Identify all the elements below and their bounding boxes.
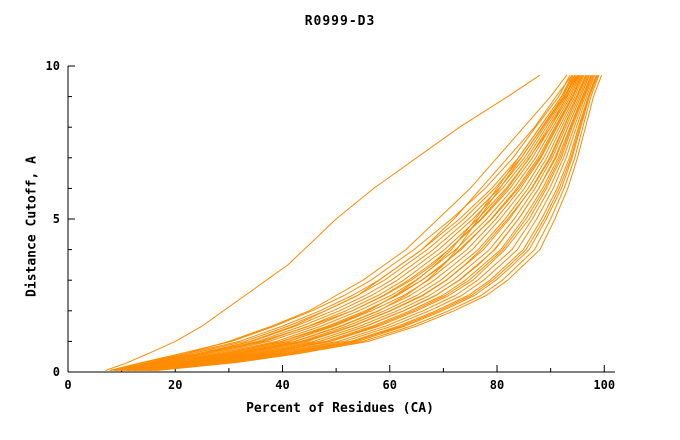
data-curve [143,75,593,371]
data-curve [132,74,578,371]
data-curve [115,74,576,371]
data-curve [149,75,597,371]
data-curve [132,75,586,371]
data-curve [137,75,590,371]
x-tick-label: 100 [593,378,615,392]
data-curve [138,75,590,371]
data-curve [128,74,584,371]
data-curve [151,75,599,371]
data-curve [145,75,594,371]
data-curve [119,74,578,371]
y-tick-label: 5 [53,212,60,226]
data-curve [147,75,596,371]
data-curve [121,74,580,371]
x-tick-label: 20 [168,378,182,392]
y-tick-label: 10 [46,59,60,73]
data-curve [142,75,592,371]
data-curve [117,74,577,371]
data-curve [156,75,603,371]
data-curve [148,75,598,371]
x-tick-label: 80 [490,378,504,392]
x-axis-label: Percent of Residues (CA) [246,401,434,416]
x-tick-label: 40 [275,378,289,392]
data-curve [125,75,582,371]
data-curve [126,74,583,371]
data-curve [153,75,600,371]
data-curve [109,74,571,371]
data-curve [105,74,541,371]
data-curve [136,75,589,371]
data-curve [140,75,592,371]
x-tick-label: 60 [383,378,397,392]
data-curve [133,75,587,371]
data-curve [126,74,576,371]
x-tick-label: 0 [64,378,71,392]
chart-title: R0999-D3 [304,14,376,29]
data-curve [134,74,588,371]
y-tick-label: 0 [53,365,60,379]
